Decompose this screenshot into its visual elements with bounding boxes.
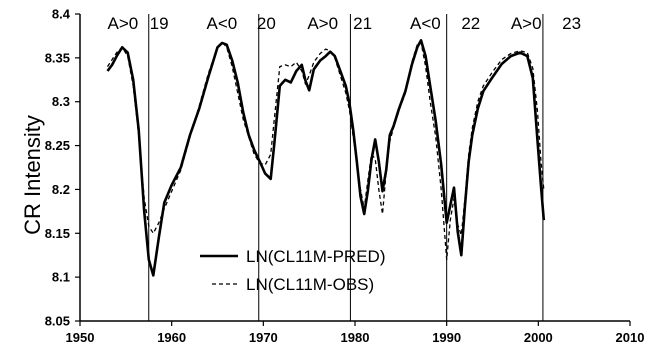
y-axis-label: CR Intensity xyxy=(20,115,45,235)
cycle-annotation: 19 xyxy=(150,14,169,33)
y-tick-labels: 8.05 8.1 8.15 8.2 8.25 8.3 8.35 8.4 xyxy=(45,7,71,329)
y-tick-label: 8.25 xyxy=(45,138,70,153)
y-tick-label: 8.2 xyxy=(52,182,70,197)
x-tick-label: 2000 xyxy=(524,330,553,345)
cycle-annotation: A>0 xyxy=(511,14,542,33)
cycle-annotation: 23 xyxy=(562,14,581,33)
y-tick-label: 8.3 xyxy=(52,94,70,109)
cycle-annotation: A>0 xyxy=(108,14,139,33)
y-tick-label: 8.1 xyxy=(52,270,70,285)
cycle-dividers xyxy=(148,14,544,321)
cycle-annotation: 21 xyxy=(353,14,372,33)
axes xyxy=(75,13,631,326)
y-tick-label: 8.4 xyxy=(52,7,71,22)
series-line-pred xyxy=(106,38,546,277)
legend-label-obs: LN(CL11M-OBS) xyxy=(246,275,374,294)
legend-label-pred: LN(CL11M-PRED) xyxy=(246,247,386,266)
y-tick-label: 8.35 xyxy=(45,50,70,65)
x-tick-label: 1960 xyxy=(157,330,186,345)
x-tick-labels: 1950 1960 1970 1980 1990 2000 2010 xyxy=(66,330,645,345)
cycle-annotation: A>0 xyxy=(307,14,338,33)
x-tick-label: 1990 xyxy=(432,330,461,345)
y-tick-label: 8.15 xyxy=(45,226,70,241)
cycle-annotation: 22 xyxy=(461,14,480,33)
y-tick-label: 8.05 xyxy=(45,314,70,329)
cycle-annotation: 20 xyxy=(257,14,276,33)
x-tick-label: 1950 xyxy=(66,330,95,345)
x-tick-label: 1970 xyxy=(249,330,278,345)
cycle-annotations: A>0 19 A<0 20 A>0 21 A<0 22 A>0 23 xyxy=(108,14,582,33)
x-tick-label: 1980 xyxy=(341,330,370,345)
cycle-annotation: A<0 xyxy=(207,14,238,33)
legend: LN(CL11M-PRED) LN(CL11M-OBS) xyxy=(200,247,386,294)
cycle-annotation: A<0 xyxy=(410,14,441,33)
series-line-obs xyxy=(106,41,545,261)
x-tick-label: 2010 xyxy=(616,330,645,345)
series-lines xyxy=(106,38,546,277)
